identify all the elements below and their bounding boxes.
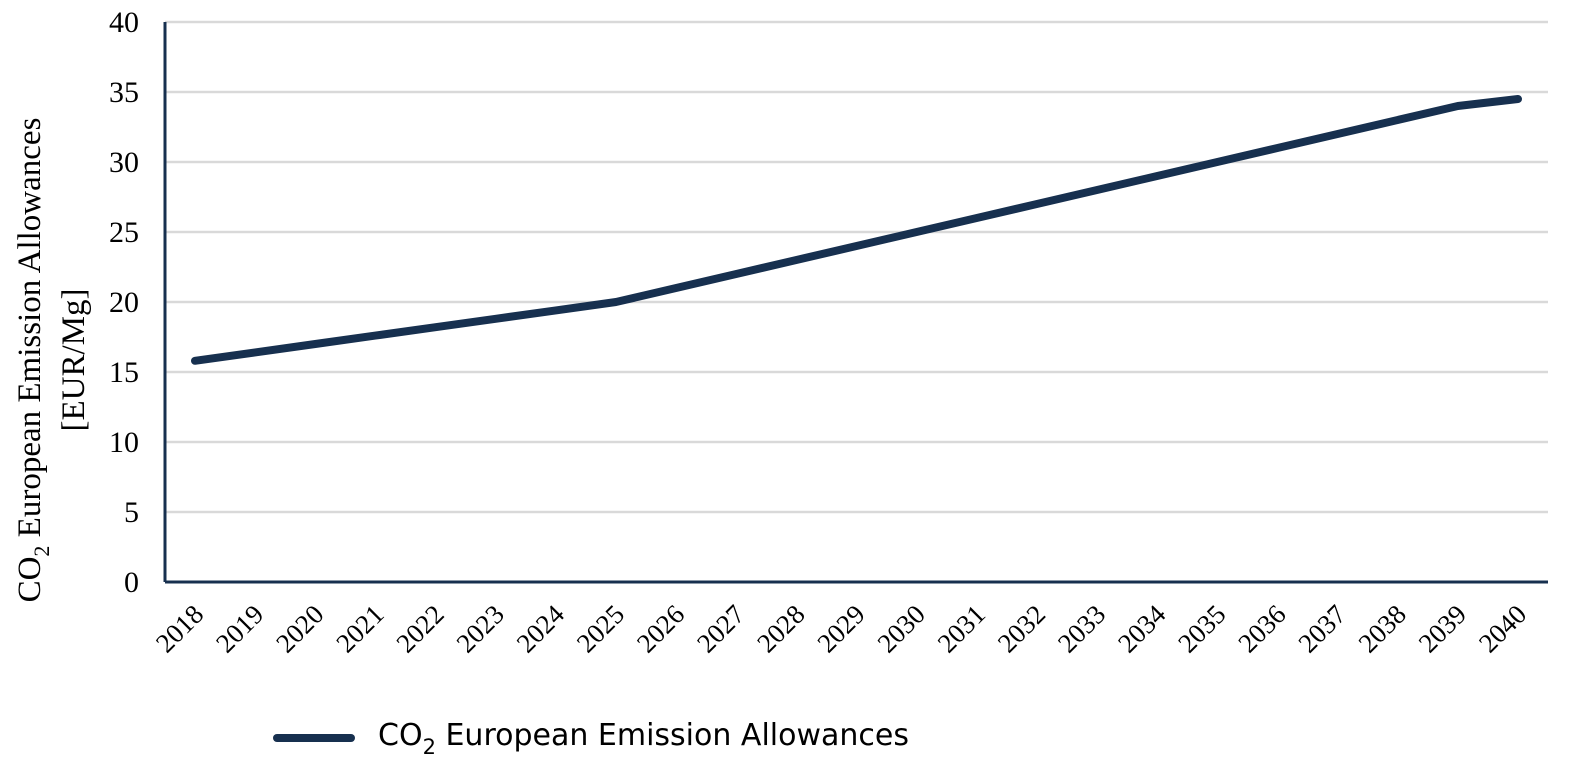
x-tick-label-2019: 2019 xyxy=(210,599,269,658)
y-axis-title-line1: CO2 European Emission Allowances xyxy=(12,118,54,603)
series xyxy=(191,95,1522,365)
x-tick-label-2033: 2033 xyxy=(1052,599,1111,658)
x-tick-label-2040: 2040 xyxy=(1473,599,1532,658)
grid-lines xyxy=(165,20,1548,514)
legend-label: CO2 European Emission Allowances xyxy=(378,718,909,759)
x-tick-label-2036: 2036 xyxy=(1232,599,1291,658)
series-line-0 xyxy=(191,95,1522,365)
x-tick-label-2022: 2022 xyxy=(390,599,449,658)
x-tick-label-2035: 2035 xyxy=(1172,599,1231,658)
x-tick-label-2032: 2032 xyxy=(992,599,1051,658)
axes xyxy=(163,22,1548,584)
x-tick-labels: 2018 2019 2020 2021 2022 2023 2024 2025 2026 2027… xyxy=(150,599,1532,659)
y-tick-label-40: 40 xyxy=(109,6,139,39)
x-tick-label-2031: 2031 xyxy=(932,599,991,658)
y-tick-labels: 0 5 10 15 20 25 30 35 40 xyxy=(109,6,139,599)
x-tick-label-2024: 2024 xyxy=(511,599,571,659)
x-tick-label-2021: 2021 xyxy=(330,599,389,658)
x-tick-label-2028: 2028 xyxy=(751,599,810,658)
x-tick-label-2034: 2034 xyxy=(1112,599,1172,659)
legend: CO2 European Emission Allowances xyxy=(273,718,909,759)
y-tick-label-15: 15 xyxy=(109,356,139,389)
x-tick-label-2025: 2025 xyxy=(571,599,630,658)
x-tick-label-2030: 2030 xyxy=(871,599,930,658)
x-tick-label-2020: 2020 xyxy=(270,599,329,658)
x-tick-label-2023: 2023 xyxy=(451,599,510,658)
y-tick-label-25: 25 xyxy=(109,216,139,249)
x-tick-label-2026: 2026 xyxy=(631,599,690,658)
y-tick-label-10: 10 xyxy=(109,426,139,459)
x-tick-label-2037: 2037 xyxy=(1292,599,1351,658)
y-tick-label-0: 0 xyxy=(124,566,139,599)
y-tick-label-5: 5 xyxy=(124,496,139,529)
y-axis-title-line2: [EUR/Mg] xyxy=(56,289,92,432)
y-tick-label-20: 20 xyxy=(109,286,139,319)
x-tick-label-2038: 2038 xyxy=(1353,599,1412,658)
x-tick-label-2027: 2027 xyxy=(691,599,750,658)
y-tick-label-35: 35 xyxy=(109,76,139,109)
x-tick-label-2039: 2039 xyxy=(1413,599,1472,658)
x-tick-label-2029: 2029 xyxy=(811,599,870,658)
y-tick-label-30: 30 xyxy=(109,146,139,179)
x-tick-label-2018: 2018 xyxy=(150,599,209,658)
